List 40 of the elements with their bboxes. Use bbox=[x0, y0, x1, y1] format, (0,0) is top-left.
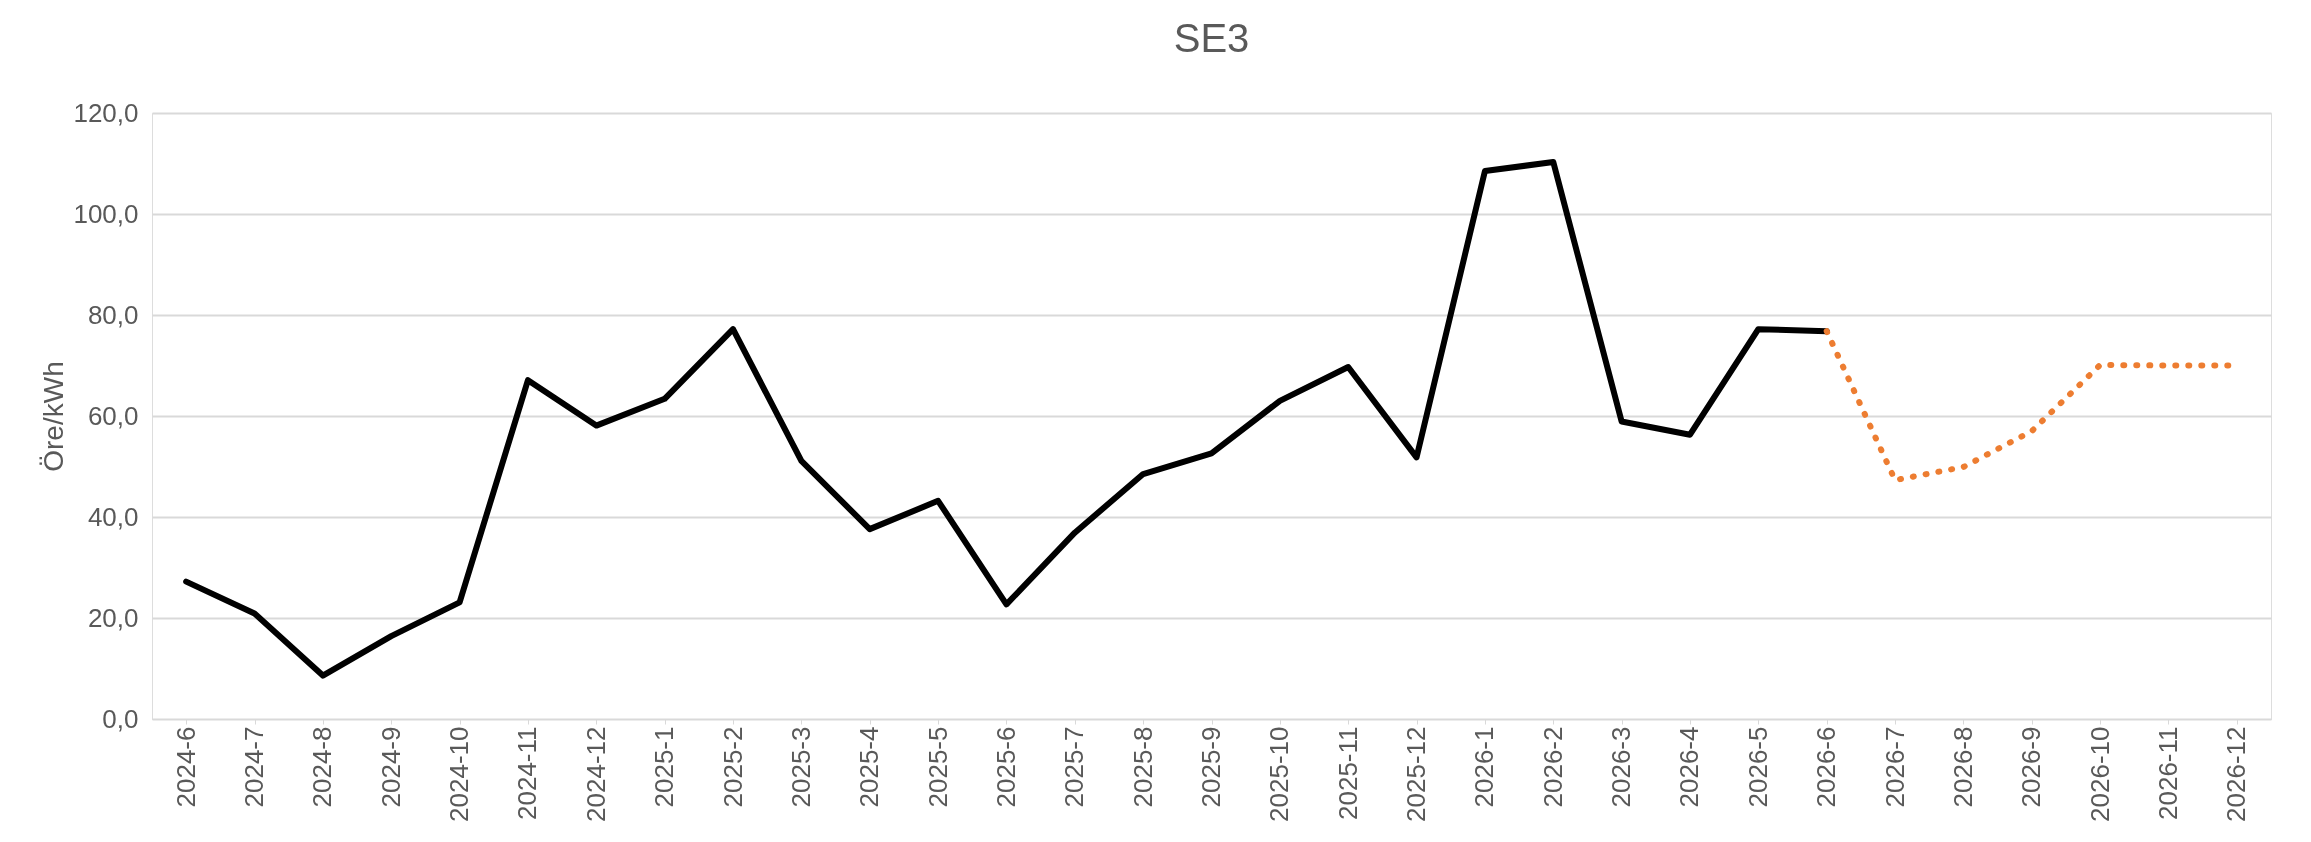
x-tick-label: 2025-7 bbox=[1059, 726, 1090, 808]
x-tick-label: 2026-9 bbox=[2016, 726, 2047, 808]
x-tick-label: 2026-10 bbox=[2084, 726, 2115, 822]
x-tick-label: 2025-6 bbox=[990, 726, 1021, 808]
x-tick-label: 2025-1 bbox=[649, 726, 680, 808]
x-tick-label: 2024-12 bbox=[580, 726, 611, 822]
x-tick-label: 2025-8 bbox=[1127, 726, 1158, 808]
x-tick-label: 2025-5 bbox=[922, 726, 953, 808]
x-tick-label: 2024-10 bbox=[444, 726, 475, 822]
x-tick-label: 2025-9 bbox=[1196, 726, 1226, 808]
y-tick-label: 0,0 bbox=[102, 703, 139, 734]
y-axis-title: Öre/kWh bbox=[38, 361, 70, 472]
x-tick-label: 2025-4 bbox=[854, 726, 885, 808]
y-tick-label: 80,0 bbox=[87, 299, 139, 330]
x-tick-label: 2025-3 bbox=[785, 726, 816, 808]
x-tick-label: 2026-6 bbox=[1811, 726, 1842, 808]
x-tick-label: 2026-7 bbox=[1879, 726, 1910, 808]
x-tick-label: 2025-11 bbox=[1332, 726, 1363, 820]
x-tick-label: 2024-8 bbox=[307, 726, 338, 808]
x-tick-label: 2026-3 bbox=[1606, 726, 1637, 808]
x-tick-label: 2026-8 bbox=[1947, 726, 1978, 808]
x-tick-label: 2026-1 bbox=[1469, 726, 1500, 808]
chart-title: SE3 bbox=[1173, 16, 1250, 60]
y-tick-label: 60,0 bbox=[87, 400, 139, 431]
y-tick-label: 20,0 bbox=[87, 602, 139, 633]
x-tick-label: 2024-6 bbox=[170, 726, 201, 808]
x-tick-label: 2026-11 bbox=[2152, 726, 2183, 820]
x-tick-label: 2026-4 bbox=[1674, 726, 1705, 808]
y-tick-label: 40,0 bbox=[87, 501, 139, 532]
x-tick-label: 2025-12 bbox=[1401, 726, 1432, 822]
x-tick-label: 2024-7 bbox=[239, 726, 270, 808]
x-tick-label: 2026-12 bbox=[2221, 726, 2252, 822]
x-tick-label: 2024-9 bbox=[375, 726, 406, 808]
y-tick-label: 120,0 bbox=[73, 97, 139, 128]
x-tick-label: 2026-5 bbox=[1742, 726, 1773, 808]
x-tick-label: 2025-10 bbox=[1264, 726, 1295, 822]
x-tick-label: 2026-2 bbox=[1537, 726, 1568, 808]
y-tick-label: 100,0 bbox=[73, 198, 139, 229]
x-tick-label: 2025-2 bbox=[717, 726, 748, 808]
x-tick-label: 2024-11 bbox=[512, 726, 543, 820]
